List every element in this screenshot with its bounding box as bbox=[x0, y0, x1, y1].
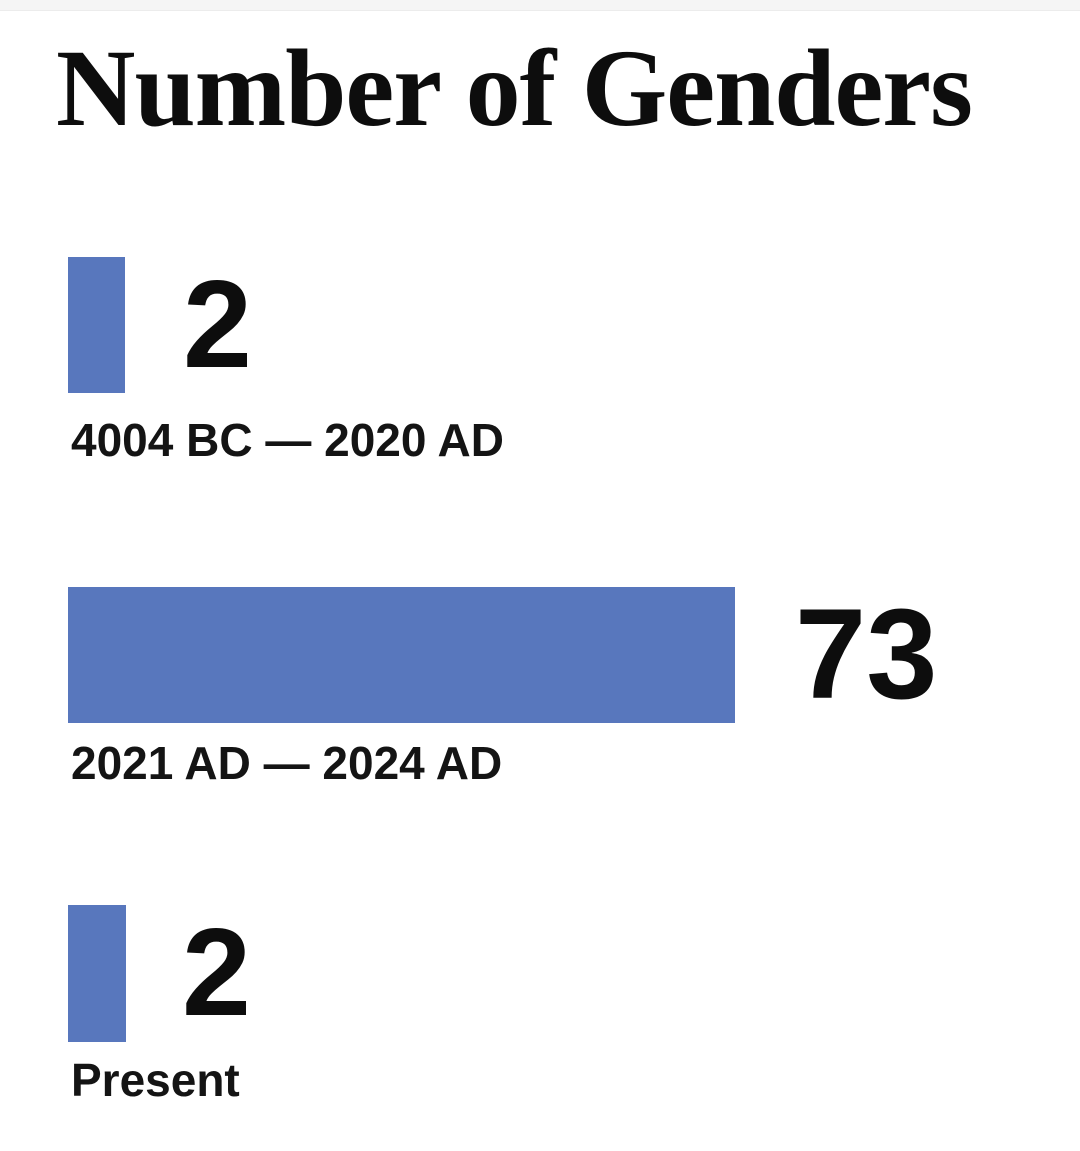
chart-title: Number of Genders bbox=[56, 27, 973, 149]
bar-2021ad-2024ad bbox=[68, 587, 735, 723]
bar-row-2: 73 bbox=[68, 587, 937, 723]
bar-value-2: 73 bbox=[795, 583, 938, 726]
top-border-strip bbox=[0, 0, 1080, 11]
bar-caption-2: 2021 AD — 2024 AD bbox=[71, 737, 503, 789]
bar-caption-1: 4004 BC — 2020 AD bbox=[71, 414, 504, 466]
bar-row-3: 2 bbox=[68, 904, 251, 1042]
bar-present bbox=[68, 904, 126, 1042]
bar-4004bc-2020ad bbox=[68, 257, 125, 393]
bar-value-1: 2 bbox=[183, 256, 252, 394]
bar-row-1: 2 bbox=[68, 257, 252, 393]
bar-value-3: 2 bbox=[182, 904, 251, 1042]
bar-caption-3: Present bbox=[71, 1054, 240, 1106]
